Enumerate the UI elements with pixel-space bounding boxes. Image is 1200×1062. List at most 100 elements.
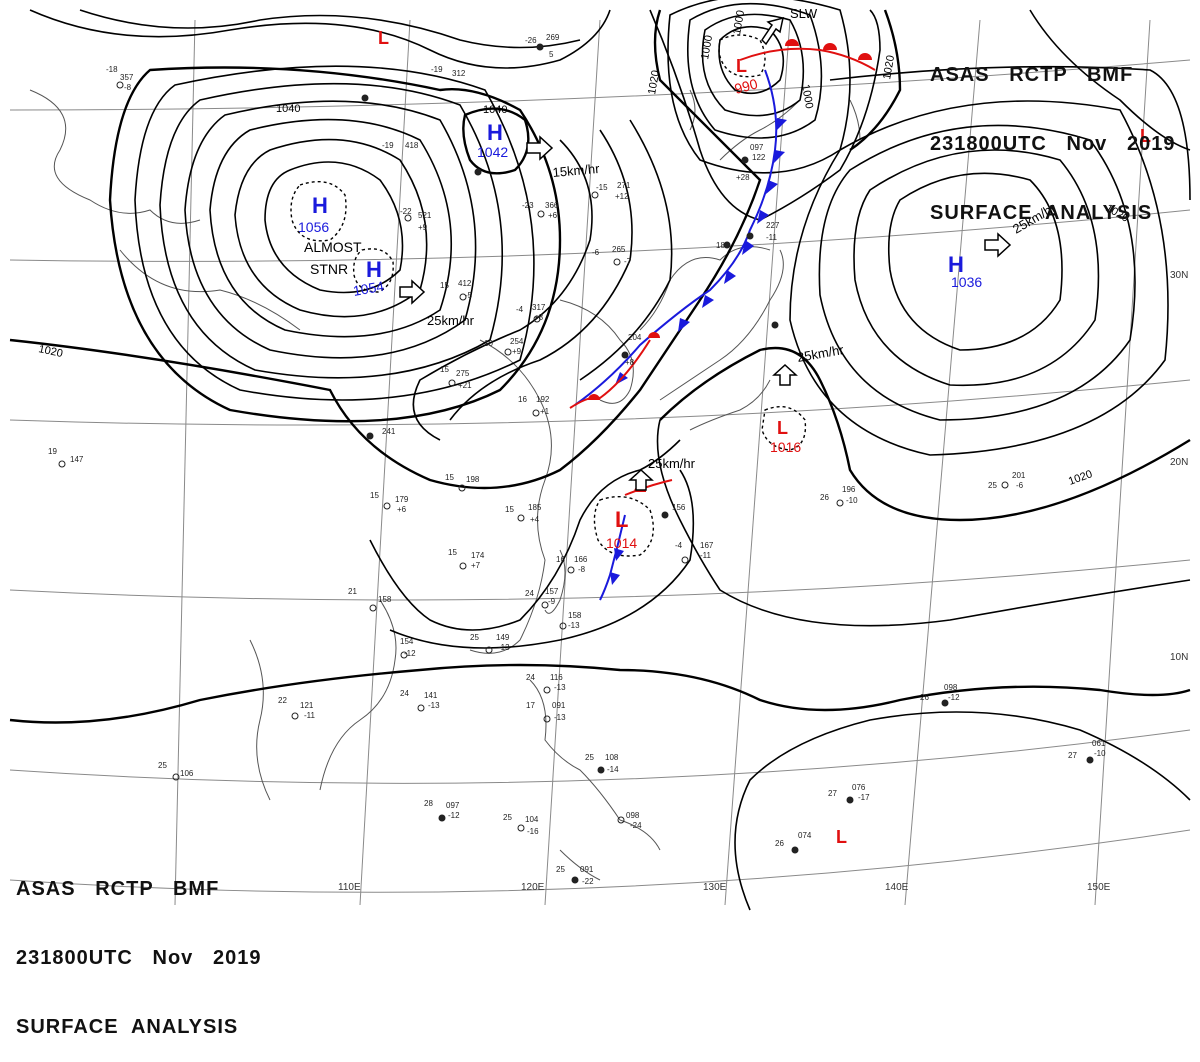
station-plot: 24 141-13 [400,689,440,710]
svg-text:+7: +7 [471,561,481,570]
svg-text:317: 317 [532,303,546,312]
svg-text:+9: +9 [418,223,428,232]
svg-text:-19: -19 [431,65,443,74]
svg-text:+8: +8 [534,313,544,322]
cold-front [574,69,787,601]
svg-text:357: 357 [120,73,134,82]
svg-text:174: 174 [471,551,485,560]
svg-text:21: 21 [348,587,357,596]
svg-text:-12: -12 [404,649,416,658]
station-plot: 25 091 -22 [556,865,594,886]
low-symbol: L [777,418,788,438]
low-symbol: L [1140,126,1151,146]
svg-text:+21: +21 [458,381,472,390]
svg-text:27: 27 [828,789,837,798]
svg-text:15: 15 [440,281,449,290]
station-plot: 15 179+6 [370,491,409,514]
station-plot: 24 116-13 [526,673,566,692]
svg-text:122: 122 [752,153,766,162]
svg-text:097: 097 [446,801,460,810]
svg-text:157: 157 [545,587,559,596]
lat-label: 20N [1170,457,1188,468]
svg-text:+1: +1 [540,407,550,416]
svg-text:076: 076 [852,783,866,792]
isobar-label: 1020 [37,343,63,360]
svg-text:-22: -22 [582,877,594,886]
svg-text:16: 16 [556,555,565,564]
svg-text:412: 412 [458,279,472,288]
svg-text:116: 116 [550,673,563,682]
lon-label: 120E [521,882,545,893]
header-line: SURFACE ANALYSIS [16,1016,239,1038]
svg-text:-6: -6 [1016,481,1024,490]
station-plot: 10 254+9 [484,337,524,356]
low-value: 1014 [606,535,637,551]
high-value: 1036 [951,274,982,290]
station-plot: 21 158 [348,587,392,604]
isobar-labels: 1040 1040 1020 1020 1020 1020 1020 1000 … [37,9,1130,487]
header-line: ASAS RCTP BMF [930,64,1134,86]
svg-text:15: 15 [440,365,449,374]
svg-text:-11: -11 [304,711,316,720]
surface-analysis-map: 1040 1040 1020 1020 1020 1020 1020 1000 … [9,0,1191,911]
svg-text:-13: -13 [554,683,566,692]
svg-text:418: 418 [405,141,419,150]
station-plot: 16 192 +1 [518,395,550,416]
svg-text:15: 15 [445,473,454,482]
low-pressure-centers: L 990 L 1016 L 1014 L L L [378,28,1151,847]
lon-label: 150E [1087,882,1111,893]
svg-text:19: 19 [48,447,57,456]
svg-text:26: 26 [820,493,829,502]
station-plot: 227-11 [766,221,780,242]
svg-text:201: 201 [1012,471,1026,480]
svg-text:5: 5 [549,50,554,59]
motion-arrows [399,16,1012,491]
header-line: SURFACE ANALYSIS [930,202,1153,224]
low-symbol: L [836,827,847,847]
svg-text:-13: -13 [568,621,580,630]
svg-text:-11: -11 [766,233,778,242]
svg-text:-18: -18 [106,65,118,74]
svg-text:-4: -4 [675,541,683,550]
station-markers [58,43,1094,884]
svg-text:16: 16 [518,395,527,404]
station-plot: 204 +8 [625,333,642,367]
station-plot: -6 265 -7 [592,245,632,266]
station-plot: 26 196 -10 [820,485,858,505]
high-value: 1042 [477,144,508,160]
high-value: 1054 [352,278,386,299]
station-plot: 27 076-17 [828,783,870,802]
station-plot: 25 106 [158,761,194,778]
low-value: 990 [733,75,760,97]
high-symbol: H [366,257,382,282]
station-plot: 24 157-9 [525,587,559,606]
station-plot: 25 149-13 [470,633,510,652]
station-plot: 15 174+7 [448,548,485,570]
chart-header-top: ASAS RCTP BMF 231800UTC Nov 2019 SURFACE… [930,18,1175,248]
svg-text:-22: -22 [400,207,412,216]
motion-label: 25km/hr [648,456,696,471]
svg-text:17: 17 [526,701,535,710]
station-plot: 097 +28 [736,143,764,182]
high-pressure-centers: H 1056 ALMOST STNR H 1054 H 1042 H 1036 [298,120,982,299]
station-plot: 158-13 [568,611,582,630]
station-plot: -22 521 +9 [400,207,432,232]
station-plot: 28 097-12 [424,799,460,820]
svg-text:204: 204 [628,333,642,342]
lon-label: 130E [703,882,727,893]
svg-text:185: 185 [528,503,542,512]
svg-text:166: 166 [574,555,588,564]
svg-text:098: 098 [944,683,958,692]
svg-text:156: 156 [672,503,686,512]
station-plot: 16 166-8 [556,555,588,574]
svg-text:-19: -19 [382,141,394,150]
station-plot: 27 061-10 [1068,739,1106,760]
isobar-label: 1000 [731,9,747,35]
svg-text:275: 275 [456,369,470,378]
station-plot: 185 [716,241,730,250]
svg-text:25: 25 [556,865,565,874]
warm-front [569,39,876,496]
svg-text:-15: -15 [596,183,608,192]
svg-text:097: 097 [750,143,764,152]
